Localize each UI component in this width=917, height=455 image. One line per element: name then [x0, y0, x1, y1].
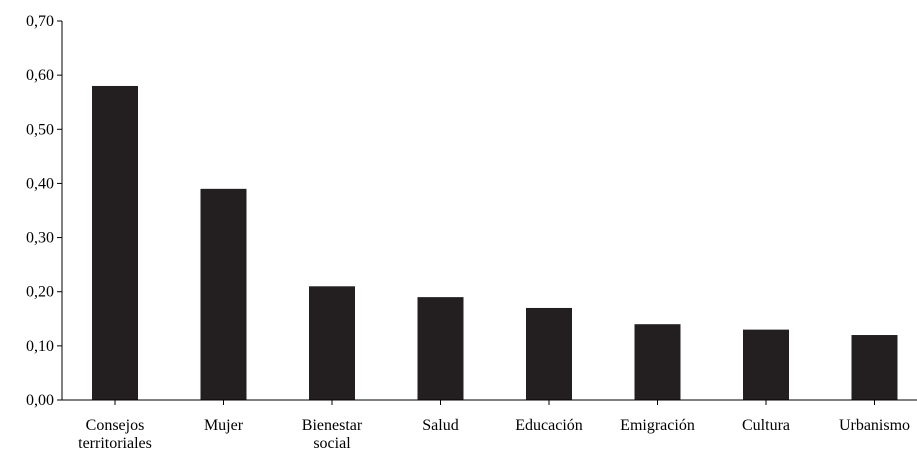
- x-tick-label-line: territoriales: [78, 435, 152, 452]
- x-tick-label-line: Consejos: [86, 417, 145, 434]
- x-tick-label-line: Emigración: [620, 417, 695, 434]
- x-tick-label-line: Educación: [515, 417, 583, 434]
- x-tick-label-line: Mujer: [204, 417, 244, 434]
- y-tick-labels: 0,00 0,10 0,20 0,30 0,40 0,50 0,60 0,70: [26, 13, 54, 409]
- bars: [92, 86, 898, 400]
- x-tick-label: Emigración: [620, 417, 695, 434]
- bar: [201, 189, 247, 400]
- x-tick-label: Mujer: [204, 417, 244, 434]
- x-tick-label: Bienestar social: [302, 417, 363, 452]
- bar: [852, 335, 898, 400]
- bar: [635, 324, 681, 400]
- x-tick-label-line: Cultura: [742, 417, 790, 434]
- x-tick-label: Salud: [422, 417, 458, 434]
- x-tick-label-line: Urbanismo: [839, 417, 910, 434]
- x-tick-label-line: Bienestar: [302, 417, 363, 434]
- y-tick-label: 0,70: [26, 13, 54, 30]
- y-tick-label: 0,20: [26, 284, 54, 301]
- x-tick-label: Urbanismo: [839, 417, 910, 434]
- x-tick-label-line: social: [313, 435, 351, 452]
- bar: [418, 297, 464, 400]
- x-tick-labels: Consejos territoriales Mujer Bienestar socia…: [78, 417, 910, 452]
- bar: [526, 308, 572, 400]
- y-tick-label: 0,50: [26, 121, 54, 138]
- y-tick-label: 0,40: [26, 175, 54, 192]
- bar: [743, 330, 789, 400]
- x-tick-label: Consejos territoriales: [78, 417, 152, 452]
- x-tick-label: Cultura: [742, 417, 790, 434]
- x-tick-label: Educación: [515, 417, 583, 434]
- y-tick-label: 0,00: [26, 392, 54, 409]
- bar: [92, 86, 138, 400]
- y-tick-label: 0,30: [26, 230, 54, 247]
- y-tick-label: 0,10: [26, 338, 54, 355]
- bar: [309, 286, 355, 400]
- x-tick-label-line: Salud: [422, 417, 458, 434]
- y-tick-label: 0,60: [26, 67, 54, 84]
